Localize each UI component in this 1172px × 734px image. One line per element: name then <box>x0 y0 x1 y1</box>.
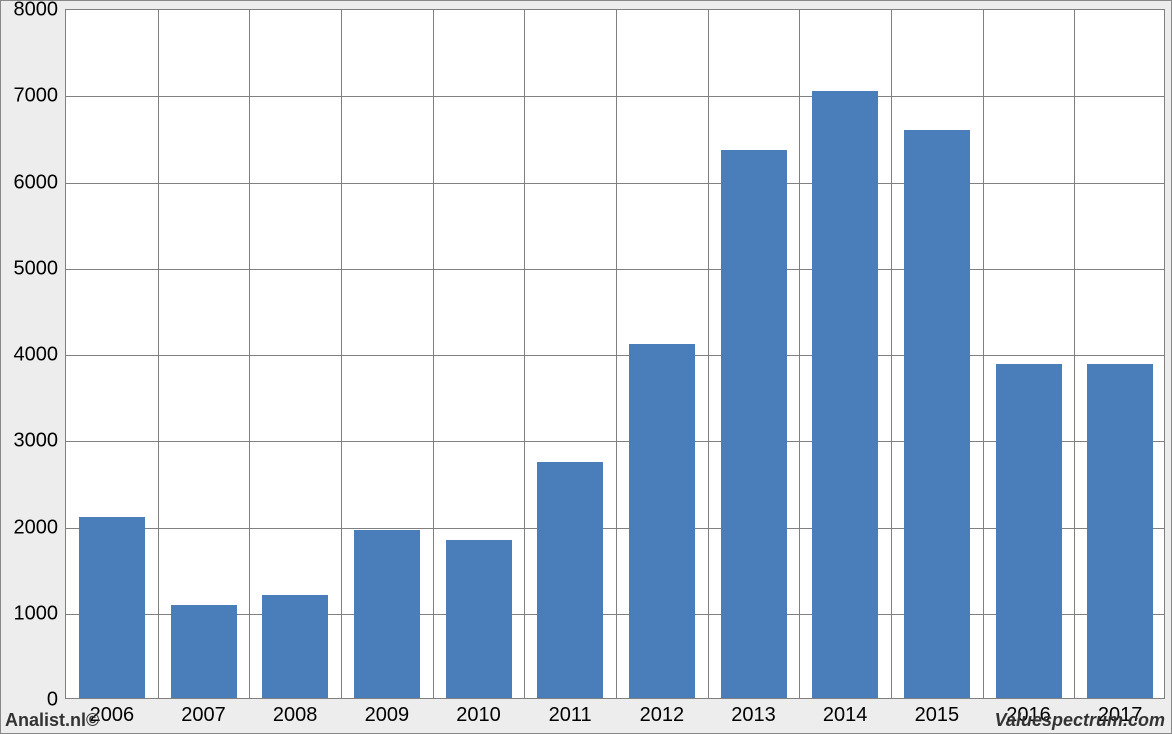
y-axis-tick-label: 5000 <box>14 257 59 280</box>
bar <box>354 530 420 698</box>
x-axis-tick-label: 2015 <box>915 704 960 727</box>
bar <box>79 517 145 698</box>
bar <box>446 540 512 698</box>
plot-area: 0100020003000400050006000700080002006200… <box>66 10 1164 698</box>
gridline-vertical <box>799 10 800 698</box>
gridline-vertical <box>158 10 159 698</box>
y-axis-tick-label: 4000 <box>14 344 59 367</box>
gridline-horizontal <box>66 183 1164 184</box>
gridline-vertical <box>891 10 892 698</box>
x-axis-tick-label: 2011 <box>549 704 592 727</box>
y-axis-tick-label: 0 <box>47 689 58 712</box>
gridline-vertical <box>341 10 342 698</box>
y-axis-tick-label: 6000 <box>14 171 59 194</box>
gridline-vertical <box>249 10 250 698</box>
bar <box>537 462 603 698</box>
bar <box>629 344 695 698</box>
gridline-vertical <box>1074 10 1075 698</box>
gridline-vertical <box>983 10 984 698</box>
footer-left-text: Analist.nl© <box>5 710 99 731</box>
gridline-vertical <box>708 10 709 698</box>
y-axis-tick-label: 1000 <box>14 602 59 625</box>
x-axis-tick-label: 2010 <box>456 704 501 727</box>
y-axis-tick-label: 7000 <box>14 85 59 108</box>
x-axis-tick-label: 2007 <box>181 704 226 727</box>
bar <box>904 130 970 698</box>
gridline-vertical <box>433 10 434 698</box>
bar <box>996 364 1062 698</box>
x-axis-tick-label: 2013 <box>731 704 776 727</box>
gridline-vertical <box>524 10 525 698</box>
gridline-horizontal <box>66 96 1164 97</box>
bar <box>1087 364 1153 698</box>
footer-right-text: Valuespectrum.com <box>995 710 1165 731</box>
x-axis-tick-label: 2009 <box>365 704 410 727</box>
x-axis-tick-label: 2008 <box>273 704 318 727</box>
bar <box>262 595 328 699</box>
chart-frame: 0100020003000400050006000700080002006200… <box>65 9 1165 699</box>
bar <box>721 150 787 698</box>
gridline-vertical <box>616 10 617 698</box>
y-axis-tick-label: 3000 <box>14 430 59 453</box>
gridline-horizontal <box>66 269 1164 270</box>
bar <box>171 605 237 698</box>
y-axis-tick-label: 2000 <box>14 516 59 539</box>
x-axis-tick-label: 2014 <box>823 704 868 727</box>
bar <box>812 91 878 698</box>
y-axis-tick-label: 8000 <box>14 0 59 22</box>
x-axis-tick-label: 2012 <box>640 704 685 727</box>
gridline-horizontal <box>66 355 1164 356</box>
